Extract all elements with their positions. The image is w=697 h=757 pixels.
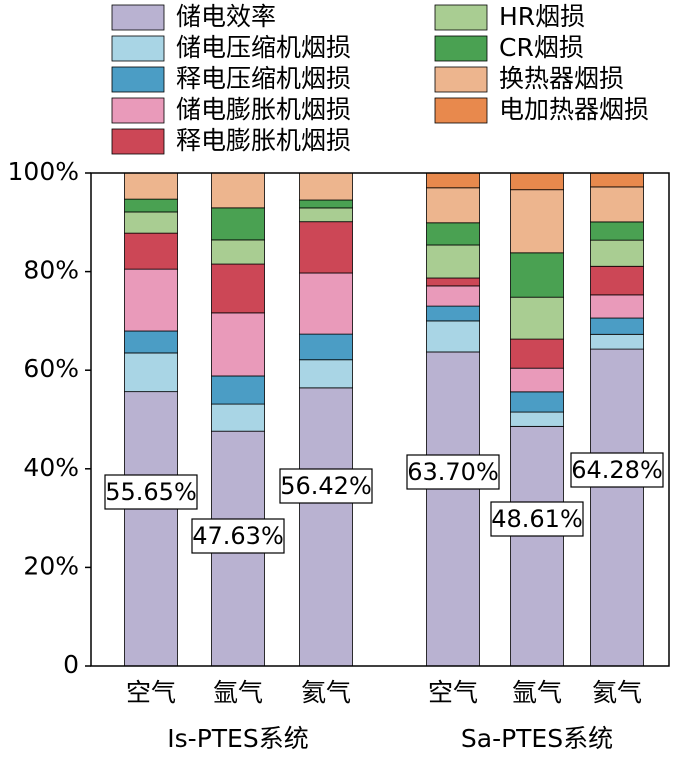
bar-segment bbox=[426, 351, 480, 667]
legend-label: 换热器烟损 bbox=[499, 64, 624, 93]
bar-segment bbox=[590, 221, 644, 241]
bar-segment bbox=[590, 294, 644, 319]
label-box bbox=[104, 474, 198, 510]
x-tick-label: 氦气 bbox=[301, 678, 351, 707]
group-label: Sa-PTES系统 bbox=[461, 724, 613, 753]
bar-segment bbox=[124, 232, 178, 270]
bar-segment bbox=[426, 187, 480, 224]
y-tick-label: 60% bbox=[23, 354, 79, 383]
bar-segment bbox=[510, 189, 564, 254]
bar-segment bbox=[510, 411, 564, 427]
y-tick-label: 100% bbox=[8, 157, 79, 186]
value-label: 64.28% bbox=[571, 456, 663, 484]
bar-segment bbox=[211, 312, 265, 377]
bar-segment bbox=[426, 172, 480, 189]
bar-segment bbox=[124, 198, 178, 213]
legend-swatch bbox=[434, 66, 488, 93]
bar-segment bbox=[211, 403, 265, 432]
bar-segment bbox=[426, 320, 480, 353]
label-box bbox=[279, 468, 373, 504]
label-box bbox=[406, 454, 500, 490]
bar-segment bbox=[510, 391, 564, 413]
bar-segment bbox=[299, 387, 353, 667]
bar-segment bbox=[124, 330, 178, 354]
bar-segment bbox=[510, 252, 564, 298]
bar-segment bbox=[211, 239, 265, 265]
bar-segment bbox=[426, 244, 480, 279]
bar-segment bbox=[590, 317, 644, 335]
bar-segment bbox=[299, 333, 353, 361]
y-tick-label: 40% bbox=[23, 453, 79, 482]
bar-segment bbox=[124, 268, 178, 332]
label-box bbox=[191, 518, 285, 554]
legend-label: 储电压缩机烟损 bbox=[176, 33, 351, 62]
legend-label: 释电膨胀机烟损 bbox=[176, 126, 351, 155]
bar-segment bbox=[124, 391, 178, 667]
legend-label: HR烟损 bbox=[499, 2, 585, 31]
bar-segment bbox=[590, 348, 644, 667]
bar-segment bbox=[211, 172, 265, 209]
bar-segment bbox=[510, 425, 564, 667]
value-label: 55.65% bbox=[105, 478, 197, 506]
bar-segment bbox=[124, 211, 178, 234]
bar-segment bbox=[510, 172, 564, 191]
value-label: 47.63% bbox=[192, 522, 284, 550]
value-label: 63.70% bbox=[407, 458, 499, 486]
group-label: Is-PTES系统 bbox=[167, 724, 308, 753]
bar-segment bbox=[299, 207, 353, 223]
bar-segment bbox=[510, 367, 564, 393]
bar-segment bbox=[590, 186, 644, 223]
bar-segment bbox=[124, 352, 178, 393]
legend-swatch bbox=[434, 97, 488, 124]
legend-swatch bbox=[434, 4, 488, 31]
bar-segment bbox=[426, 222, 480, 246]
legend-label: 释电压缩机烟损 bbox=[176, 64, 351, 93]
bar-segment bbox=[590, 239, 644, 267]
y-tick-label: 80% bbox=[23, 256, 79, 285]
legend-label: 电加热器烟损 bbox=[499, 95, 649, 124]
bar-segment bbox=[590, 265, 644, 296]
bar-segment bbox=[426, 277, 480, 287]
label-box bbox=[490, 501, 584, 537]
bar-segment bbox=[299, 359, 353, 389]
legend-swatch bbox=[111, 97, 165, 124]
legend-swatch bbox=[111, 4, 165, 31]
y-tick-label: 20% bbox=[23, 551, 79, 580]
legend-swatch bbox=[111, 66, 165, 93]
bar-segment bbox=[590, 333, 644, 350]
bar-segment bbox=[426, 305, 480, 322]
legend-label: 储电膨胀机烟损 bbox=[176, 95, 351, 124]
legend-label: 储电效率 bbox=[176, 2, 276, 31]
bar-segment bbox=[510, 338, 564, 369]
y-tick-label: 0 bbox=[63, 650, 79, 679]
bar-segment bbox=[299, 272, 353, 335]
legend-swatch bbox=[111, 35, 165, 62]
bar-segment bbox=[299, 221, 353, 274]
bar-segment bbox=[510, 296, 564, 340]
value-label: 56.42% bbox=[280, 472, 372, 500]
bar-segment bbox=[211, 375, 265, 405]
x-tick-label: 氩气 bbox=[512, 678, 562, 707]
plot-frame bbox=[90, 172, 670, 667]
value-label: 48.61% bbox=[491, 505, 583, 533]
x-tick-label: 空气 bbox=[126, 678, 176, 707]
bar-segment bbox=[211, 263, 265, 314]
legend-swatch bbox=[111, 128, 165, 155]
label-box bbox=[570, 452, 664, 488]
bar-segment bbox=[426, 285, 480, 307]
legend-swatch bbox=[434, 35, 488, 62]
x-tick-label: 氩气 bbox=[213, 678, 263, 707]
bar-segment bbox=[299, 199, 353, 209]
x-tick-label: 空气 bbox=[428, 678, 478, 707]
bar-segment bbox=[299, 172, 353, 201]
bar-segment bbox=[211, 207, 265, 241]
legend-label: CR烟损 bbox=[499, 33, 584, 62]
x-tick-label: 氦气 bbox=[592, 678, 642, 707]
bar-segment bbox=[124, 172, 178, 200]
bar-segment bbox=[590, 172, 644, 188]
